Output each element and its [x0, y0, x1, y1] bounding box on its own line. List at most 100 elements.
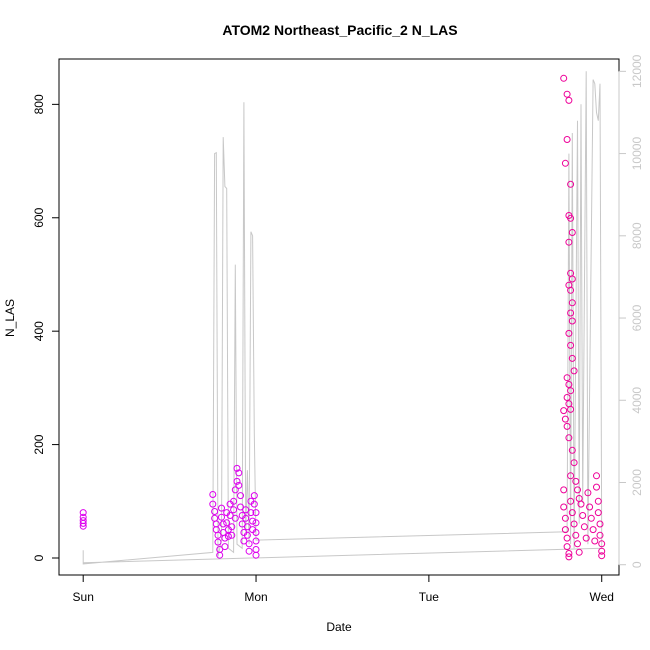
- data-point: [249, 517, 257, 525]
- data-point: [237, 503, 244, 511]
- data-point: [577, 500, 585, 508]
- data-point: [593, 483, 600, 491]
- y-tick-label: 600: [32, 207, 46, 227]
- data-point: [567, 472, 575, 480]
- data-point: [568, 275, 576, 283]
- data-point: [79, 519, 87, 527]
- x-tick-label: Mon: [244, 590, 267, 604]
- data-point: [594, 497, 602, 505]
- y2-tick-label: 4000: [630, 387, 644, 414]
- data-point: [579, 512, 587, 519]
- data-point: [565, 329, 573, 337]
- data-point: [598, 547, 606, 555]
- data-point: [235, 481, 243, 489]
- x-axis-label: Date: [326, 620, 352, 634]
- data-point: [563, 534, 571, 542]
- data-point: [560, 486, 568, 494]
- data-point: [560, 74, 568, 82]
- data-point: [575, 548, 583, 556]
- data-point: [568, 299, 576, 307]
- x-tick-label: Sun: [73, 590, 94, 604]
- data-point: [560, 503, 568, 511]
- data-point: [252, 509, 260, 517]
- data-point: [252, 519, 260, 527]
- x-tick-label: Tue: [419, 590, 440, 604]
- y-axis-right: 0 2000 4000 6000 8000 10000 12000: [618, 54, 644, 568]
- data-point: [209, 500, 217, 508]
- data-point: [209, 491, 217, 498]
- data-point: [584, 489, 592, 497]
- data-point: [596, 520, 604, 528]
- data-point: [79, 522, 87, 530]
- data-point: [594, 509, 602, 517]
- data-point: [587, 514, 595, 522]
- data-point: [561, 415, 569, 423]
- data-point: [565, 434, 573, 442]
- data-point: [252, 551, 260, 559]
- y-tick-label: 200: [32, 434, 46, 454]
- data-point: [231, 514, 239, 522]
- data-point: [568, 509, 576, 517]
- data-point: [591, 537, 599, 545]
- chart-title: ATOM2 Northeast_Pacific_2 N_LAS: [222, 22, 457, 38]
- data-point: [570, 367, 578, 375]
- data-point: [240, 537, 248, 545]
- data-point: [560, 407, 568, 415]
- data-point: [567, 341, 575, 349]
- data-point: [233, 464, 241, 472]
- data-point: [567, 286, 575, 294]
- data-point: [243, 523, 251, 531]
- data-point: [223, 519, 231, 527]
- data-point: [570, 520, 578, 528]
- secondary-line-layer: [82, 71, 603, 565]
- x-axis: Sun Mon Tue Wed: [73, 574, 614, 604]
- y-axis-label: N_LAS: [3, 299, 17, 337]
- data-point: [243, 531, 251, 539]
- data-point: [565, 550, 573, 557]
- y2-tick-label: 8000: [630, 222, 644, 249]
- data-point: [245, 547, 253, 555]
- data-point: [567, 214, 575, 222]
- data-point: [242, 514, 250, 522]
- data-point: [580, 523, 588, 531]
- data-point: [563, 394, 571, 401]
- data-point: [242, 506, 250, 514]
- data-point: [570, 459, 578, 467]
- data-point: [568, 354, 576, 362]
- data-point: [250, 500, 258, 508]
- y2-tick-label: 0: [630, 561, 644, 568]
- data-point: [563, 90, 571, 98]
- data-point: [235, 469, 243, 477]
- data-point: [563, 374, 571, 382]
- y2-tick-label: 12000: [630, 54, 644, 88]
- data-point: [593, 472, 600, 480]
- data-point: [565, 381, 573, 388]
- data-point: [568, 229, 576, 236]
- data-point: [224, 532, 232, 540]
- series-line: [82, 71, 603, 565]
- data-point: [230, 497, 238, 505]
- data-point: [221, 543, 229, 551]
- data-point: [216, 551, 224, 559]
- data-point: [561, 526, 569, 534]
- data-point: [252, 529, 260, 536]
- data-point: [567, 309, 575, 317]
- data-point: [567, 405, 575, 413]
- data-point: [568, 317, 576, 325]
- data-point: [567, 497, 575, 505]
- y2-tick-label: 6000: [630, 304, 644, 331]
- data-point: [218, 504, 225, 512]
- y2-tick-label: 2000: [630, 469, 644, 496]
- y-tick-label: 400: [32, 321, 46, 341]
- data-point: [561, 514, 569, 522]
- data-point: [565, 553, 573, 561]
- y-axis-left: 0 200 400 600 800: [32, 94, 60, 561]
- data-point: [231, 486, 239, 494]
- y-tick-label: 800: [32, 94, 46, 114]
- data-point: [561, 159, 569, 167]
- data-point: [214, 531, 222, 539]
- data-point: [574, 486, 581, 494]
- data-point: [219, 520, 227, 528]
- data-point: [214, 538, 222, 546]
- data-point: [211, 508, 219, 515]
